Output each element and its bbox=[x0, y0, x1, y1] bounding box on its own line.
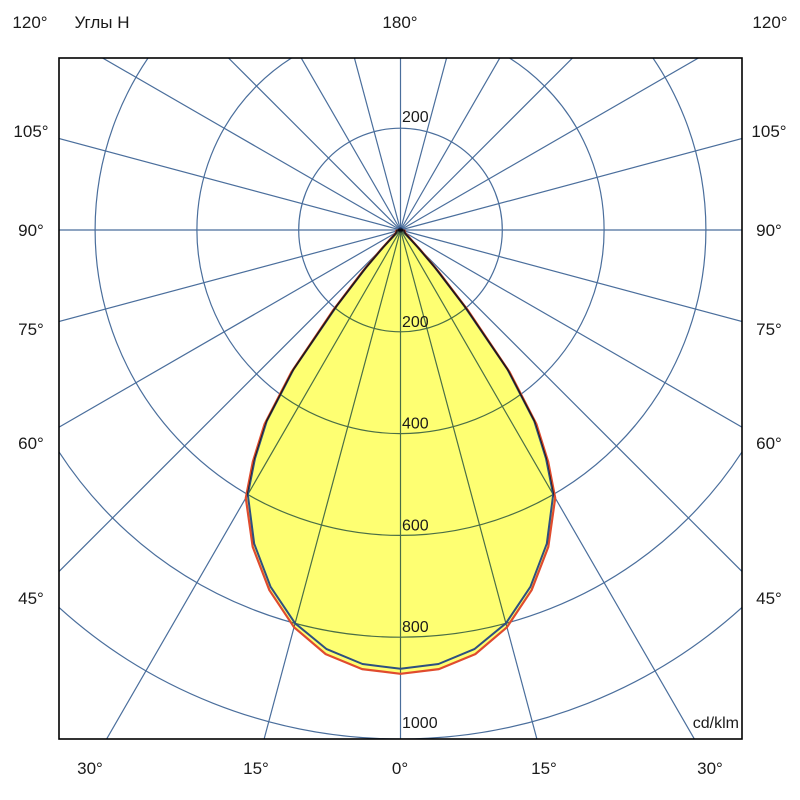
angle-label-bottom-2: 0° bbox=[392, 759, 408, 778]
radial-tick-800: 800 bbox=[402, 619, 429, 636]
grid-ray-120 bbox=[400, 58, 700, 231]
angle-label-left-60: 60° bbox=[18, 434, 44, 453]
angle-label-left-90: 90° bbox=[18, 221, 44, 240]
angle-label-bottom-1: 15° bbox=[243, 759, 269, 778]
grid-ray-300 bbox=[59, 229, 401, 428]
grid-ray-210 bbox=[300, 58, 402, 231]
angle-label-left-105: 105° bbox=[13, 122, 48, 141]
angle-label-left-45: 45° bbox=[18, 589, 44, 608]
grid-ray-285 bbox=[59, 229, 401, 323]
angle-label-top-right-120: 120° bbox=[752, 13, 787, 32]
grid-ray-345 bbox=[263, 229, 402, 739]
angle-label-bottom-3: 15° bbox=[531, 759, 557, 778]
grid-ray-330 bbox=[105, 229, 402, 739]
radial-tick-400: 400 bbox=[402, 416, 429, 433]
grid-ray-75 bbox=[400, 229, 742, 323]
unit-label: cd/klm bbox=[693, 715, 739, 732]
grid-ray-165 bbox=[399, 58, 448, 231]
plot-frame bbox=[58, 57, 743, 740]
grid-ray-105 bbox=[400, 137, 742, 231]
curve-c90-c270 bbox=[246, 229, 555, 670]
angle-label-bottom-4: 30° bbox=[697, 759, 723, 778]
polar-origin-dot bbox=[397, 227, 404, 233]
chart-plane-label: Углы Н bbox=[74, 13, 129, 32]
grid-ray-15 bbox=[399, 229, 538, 739]
radial-tick-200: 200 bbox=[402, 314, 429, 331]
angle-label-top-180: 180° bbox=[382, 13, 417, 32]
grid-ray-60 bbox=[400, 229, 742, 428]
angle-label-right-60: 60° bbox=[756, 434, 782, 453]
grid-ray-150 bbox=[399, 58, 501, 231]
grid-ray-225 bbox=[227, 58, 401, 231]
grid-ray-30 bbox=[399, 229, 696, 739]
angle-label-right-90: 90° bbox=[756, 221, 782, 240]
angle-label-top-left-120: 120° bbox=[12, 13, 47, 32]
radial-tick-upper-200: 200 bbox=[402, 109, 429, 126]
radial-tick-600: 600 bbox=[402, 517, 429, 534]
grid-ray-135 bbox=[400, 58, 574, 231]
angle-label-left-75: 75° bbox=[18, 320, 44, 339]
grid-ray-45 bbox=[400, 229, 742, 573]
angle-label-right-45: 45° bbox=[756, 589, 782, 608]
angle-label-right-75: 75° bbox=[756, 320, 782, 339]
grid-ray-195 bbox=[353, 58, 402, 231]
grid-ray-315 bbox=[59, 229, 401, 573]
grid-ray-255 bbox=[59, 137, 401, 231]
angle-label-right-105: 105° bbox=[751, 122, 786, 141]
angle-label-bottom-0: 30° bbox=[77, 759, 103, 778]
grid-ray-240 bbox=[101, 58, 401, 231]
intensity-curves bbox=[244, 228, 557, 675]
radial-tick-1000: 1000 bbox=[402, 715, 438, 732]
